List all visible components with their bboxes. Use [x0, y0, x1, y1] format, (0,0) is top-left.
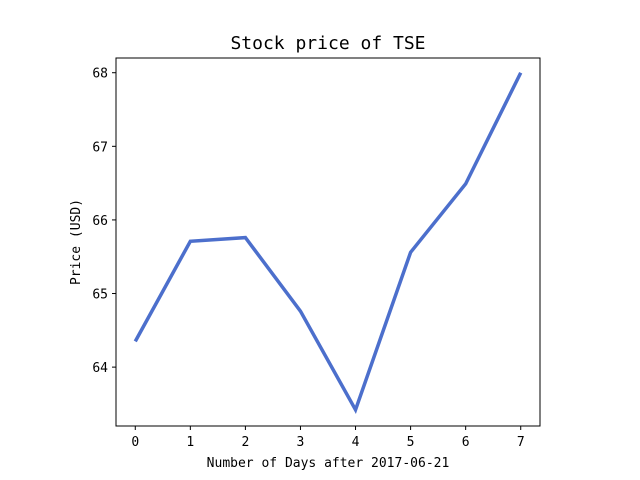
y-axis: 64 65 66 67 68 — [92, 67, 116, 376]
x-tick-label: 1 — [186, 435, 194, 450]
series-line — [133, 71, 523, 415]
y-axis-label: Price (USD) — [69, 199, 84, 285]
x-tick-label: 2 — [241, 435, 249, 450]
x-axis: 0 1 2 3 4 5 6 7 — [131, 426, 525, 450]
x-tick-label: 7 — [517, 435, 525, 450]
x-tick-label: 0 — [131, 435, 139, 450]
plot-area — [115, 57, 541, 427]
y-tick-label: 65 — [92, 288, 108, 303]
x-tick-label: 5 — [407, 435, 415, 450]
x-tick-label: 3 — [297, 435, 305, 450]
x-tick-label: 4 — [352, 435, 360, 450]
series-layer — [133, 71, 523, 415]
y-tick-label: 66 — [92, 214, 108, 229]
y-tick-label: 68 — [92, 67, 108, 82]
x-tick-label: 6 — [462, 435, 470, 450]
x-axis-label: Number of Days after 2017-06-21 — [207, 456, 450, 471]
chart-title: Stock price of TSE — [230, 33, 425, 54]
y-tick-label: 67 — [92, 140, 108, 155]
y-tick-label: 64 — [92, 361, 108, 376]
